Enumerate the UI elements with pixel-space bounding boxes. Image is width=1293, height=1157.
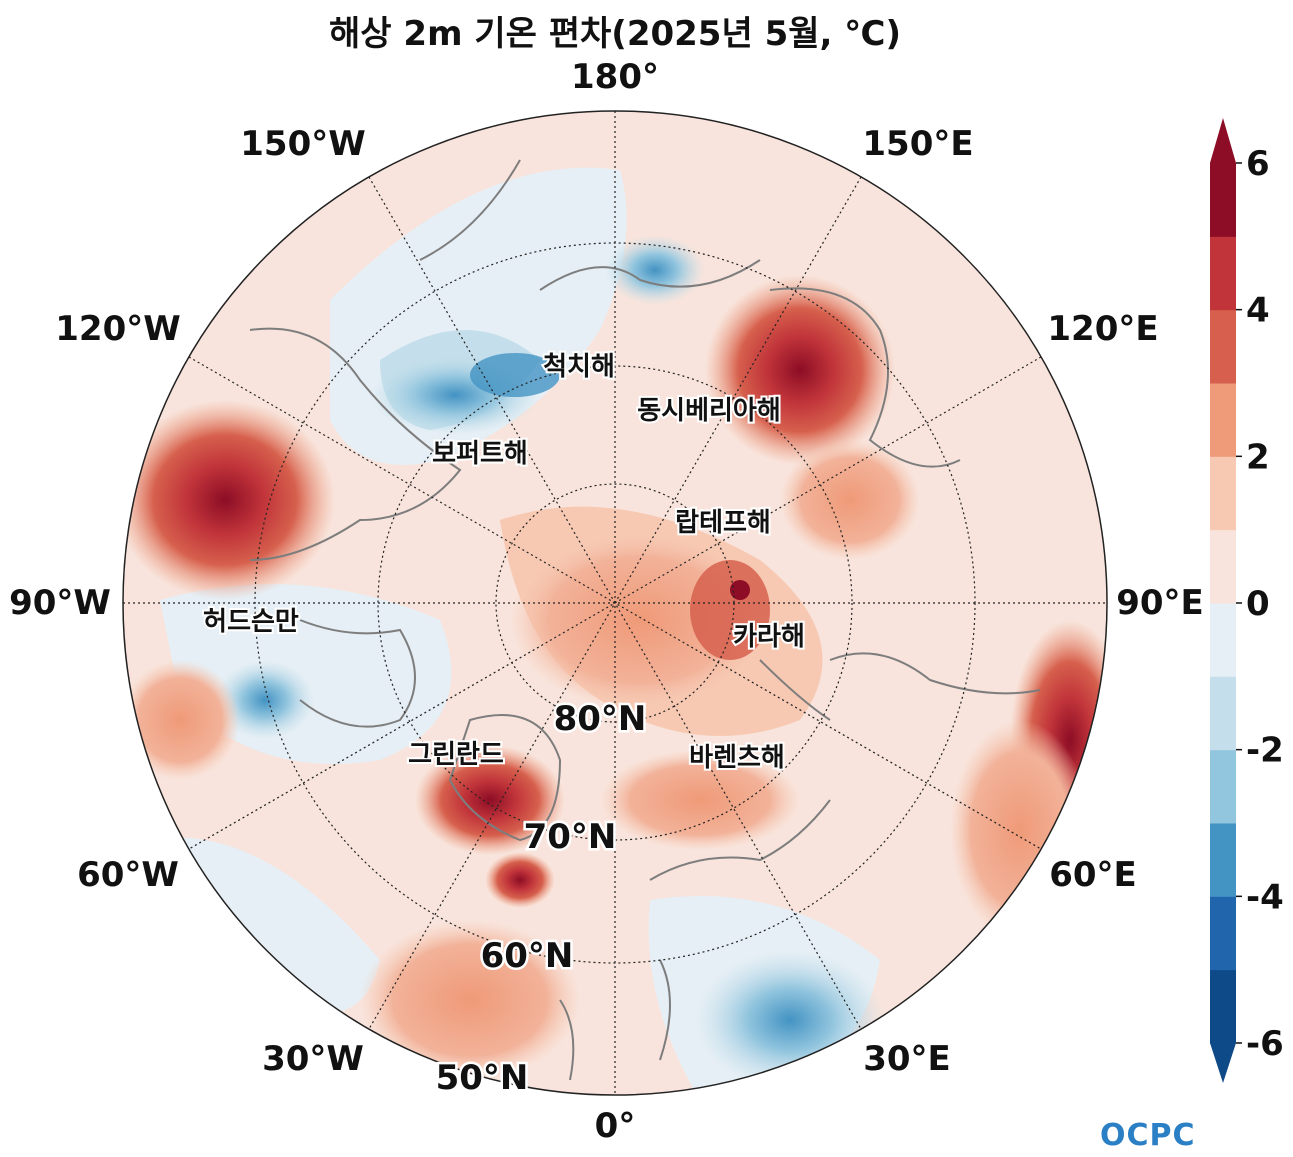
colorbar-segment xyxy=(1210,163,1236,237)
sea-label-kara: 카라해 xyxy=(733,622,805,652)
sea-label-hudson: 허드슨만 xyxy=(203,607,299,637)
colorbar-tick-label: 0 xyxy=(1246,584,1270,624)
lon-label-150w: 150°W xyxy=(240,124,365,164)
logo-text: OCPC xyxy=(1100,1118,1196,1153)
lon-label-60w: 60°W xyxy=(77,855,179,895)
lon-label-0: 0° xyxy=(595,1106,636,1146)
colorbar-tick-label: -2 xyxy=(1246,731,1284,771)
sea-label-laptev: 랍테프해 xyxy=(675,508,771,538)
colorbar-segment xyxy=(1210,236,1236,311)
map-boundary xyxy=(122,110,1108,1096)
map-title: 해상 2m 기온 편차(2025년 5월, ℃) xyxy=(329,14,901,54)
lon-label-30w: 30°W xyxy=(262,1039,364,1079)
colorbar-tick-label: 4 xyxy=(1246,291,1270,331)
lon-label-180: 180° xyxy=(571,57,659,97)
colorbar-min-extension xyxy=(1210,1043,1236,1083)
colorbar-tick-label: -6 xyxy=(1246,1024,1284,1064)
colorbar-segment xyxy=(1210,969,1236,1044)
sea-label-chukchi: 척치해 xyxy=(543,352,615,382)
colorbar-segment xyxy=(1210,456,1236,531)
colorbar-segment xyxy=(1210,676,1236,751)
lon-label-60e: 60°E xyxy=(1049,855,1137,895)
lon-label-90e: 90°E xyxy=(1116,583,1204,623)
colorbar-segment xyxy=(1210,529,1236,604)
colorbar-segment xyxy=(1210,383,1236,457)
lon-label-150e: 150°E xyxy=(862,124,973,164)
colorbar-tick-label: -4 xyxy=(1246,877,1284,917)
lon-label-90w: 90°W xyxy=(9,583,111,623)
lat-label-60n: 60°N xyxy=(481,936,574,976)
lon-label-120w: 120°W xyxy=(55,309,180,349)
colorbar-segment xyxy=(1210,896,1236,971)
colorbar-tick-label: 2 xyxy=(1246,437,1270,477)
colorbar: 6 4 2 0 -2 -4 -6 xyxy=(1210,118,1284,1083)
colorbar-segment xyxy=(1210,309,1236,384)
sea-label-east-siberian: 동시베리아해 xyxy=(637,396,781,426)
lon-label-30e: 30°E xyxy=(863,1039,951,1079)
coastlines xyxy=(249,159,1041,1081)
colorbar-max-extension xyxy=(1210,118,1236,163)
lon-label-120e: 120°E xyxy=(1047,309,1158,349)
sea-label-greenland: 그린란드 xyxy=(408,740,504,770)
colorbar-segment xyxy=(1210,603,1236,677)
colorbar-segment xyxy=(1210,749,1236,824)
ocpc-logo: OCPC xyxy=(1100,1118,1196,1153)
sea-label-beaufort: 보퍼트해 xyxy=(432,439,528,469)
lat-label-80n: 80°N xyxy=(554,699,647,739)
colorbar-segment xyxy=(1210,823,1236,897)
colorbar-tick-label: 6 xyxy=(1246,144,1270,184)
lat-label-70n: 70°N xyxy=(524,817,617,857)
sea-label-barents: 바렌츠해 xyxy=(689,743,785,773)
graticule xyxy=(123,111,1107,1095)
lat-label-50n: 50°N xyxy=(436,1058,529,1098)
